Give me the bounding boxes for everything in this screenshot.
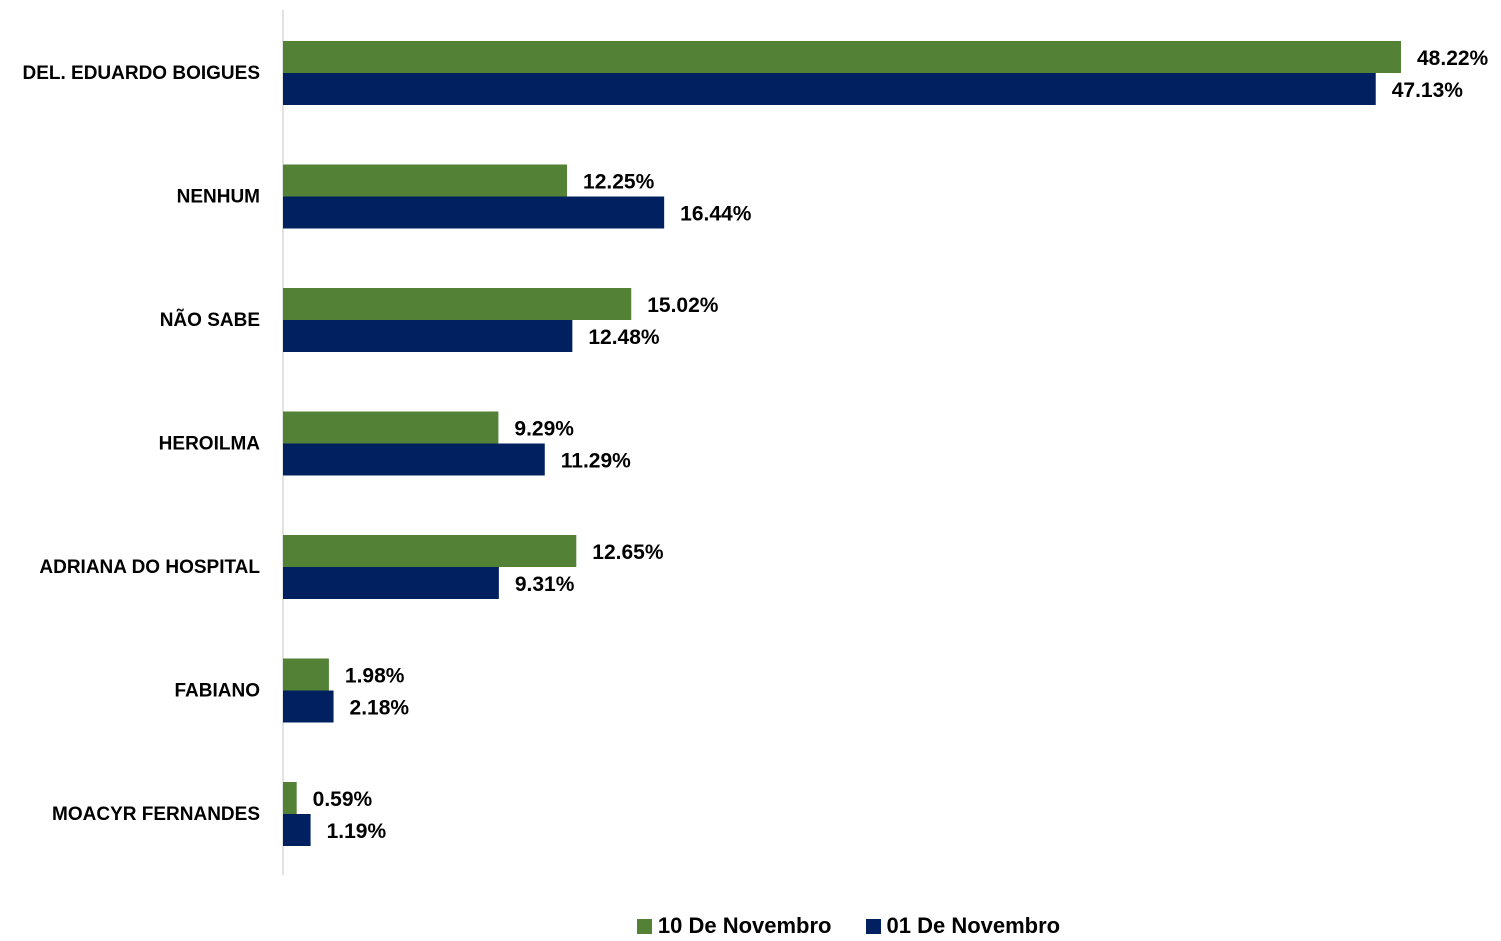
- bar-series-1: [283, 41, 1401, 73]
- legend-swatch-series-1: [636, 918, 652, 934]
- bar-series-2: [283, 196, 665, 229]
- data-label-series-2: 9.31%: [515, 573, 575, 596]
- bar-series-1: [283, 535, 577, 567]
- bar-series-2: [283, 567, 499, 599]
- category-label: MOACYR FERNANDES: [52, 804, 260, 825]
- category-label: NENHUM: [177, 187, 260, 208]
- data-label-series-1: 48.22%: [1417, 47, 1489, 70]
- data-label-series-1: 0.59%: [313, 788, 373, 811]
- data-label-series-2: 1.19%: [327, 820, 387, 843]
- bar-series-2: [283, 443, 545, 476]
- bar-chart: DEL. EDUARDO BOIGUES 48.22% 47.13% NENHUM 12…: [22, 10, 1489, 875]
- bar-series-1: [283, 658, 329, 691]
- data-label-series-1: 12.25%: [583, 171, 655, 194]
- category-label: DEL. EDUARDO BOIGUES: [22, 63, 260, 84]
- bar-series-2: [283, 320, 573, 352]
- bars-group: DEL. EDUARDO BOIGUES 48.22% 47.13% NENHUM 12…: [22, 41, 1489, 846]
- legend-item-series-2: 01 De Novembro: [865, 911, 1061, 941]
- category-label: ADRIANA DO HOSPITAL: [39, 557, 260, 578]
- data-label-series-1: 1.98%: [345, 665, 405, 688]
- category-label: NÃO SABE: [160, 309, 260, 331]
- data-label-series-1: 12.65%: [592, 541, 664, 564]
- legend-label-series-1: 10 De Novembro: [657, 913, 832, 938]
- legend-label-series-2: 01 De Novembro: [886, 913, 1061, 938]
- data-label-series-2: 12.48%: [588, 326, 660, 349]
- bar-series-2: [283, 814, 311, 846]
- category-label: HEROILMA: [159, 434, 261, 455]
- category-label: FABIANO: [175, 681, 261, 702]
- bar-series-1: [283, 782, 297, 814]
- data-label-series-2: 11.29%: [561, 450, 631, 473]
- bar-series-2: [283, 73, 1376, 105]
- data-label-series-2: 2.18%: [350, 697, 410, 720]
- bar-series-2: [283, 690, 334, 723]
- data-label-series-1: 15.02%: [647, 294, 719, 317]
- bar-series-1: [283, 288, 632, 320]
- bar-series-1: [283, 164, 568, 197]
- legend-swatch-series-2: [865, 918, 881, 934]
- data-label-series-2: 16.44%: [680, 203, 752, 226]
- legend-item-series-1: 10 De Novembro: [636, 911, 832, 941]
- bar-series-1: [283, 411, 499, 444]
- data-label-series-1: 9.29%: [514, 418, 574, 441]
- data-label-series-2: 47.13%: [1392, 79, 1464, 102]
- legend: 10 De Novembro 01 De Novembro: [0, 911, 1501, 941]
